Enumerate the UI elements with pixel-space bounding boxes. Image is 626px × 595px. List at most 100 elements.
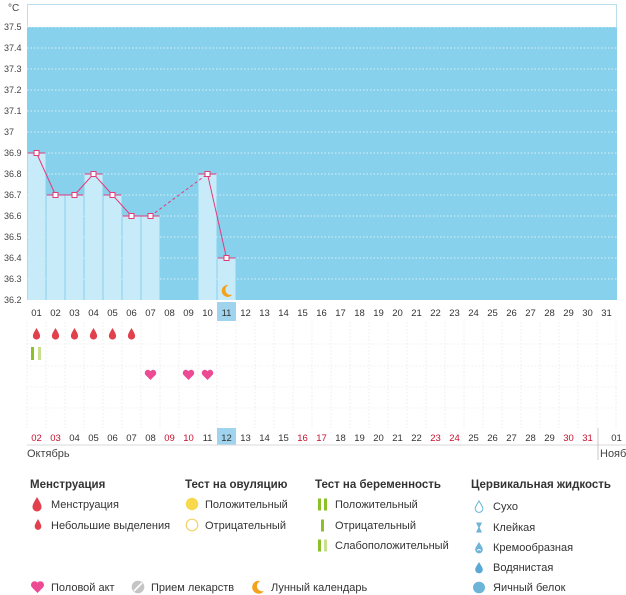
legend-pregnancy-positive-label: Положительный <box>335 499 418 511</box>
month-label: Октябрь <box>27 448 70 460</box>
y-tick-label: 36.7 <box>4 190 22 200</box>
pill-icon <box>131 580 145 594</box>
temperature-bar <box>84 174 103 300</box>
x-tick-label: 27 <box>525 308 536 319</box>
bottom-day-label: 15 <box>278 433 289 444</box>
temperature-bar <box>122 216 141 300</box>
spotting-drop-icon <box>34 519 42 530</box>
temperature-line-dashed <box>150 173 208 217</box>
cervical-dry-icon <box>474 500 484 513</box>
y-tick-label: 37.5 <box>4 22 22 32</box>
bottom-day-label: 16 <box>297 433 308 444</box>
y-tick-label: 36.4 <box>4 253 22 263</box>
temperature-bar <box>27 153 46 300</box>
x-tick-label: 29 <box>563 308 574 319</box>
y-tick-label: 37.2 <box>4 85 22 95</box>
x-tick-label: 11 <box>222 308 232 319</box>
legend-cervical-creamy-label: Кремообразная <box>493 542 574 554</box>
pregnancy-test-bar <box>38 347 41 360</box>
temperature-point <box>52 192 59 198</box>
pregnancy-positive-icon <box>318 498 327 511</box>
bottom-day-label: 11 <box>203 433 213 444</box>
bottom-day-label: 22 <box>411 433 422 444</box>
y-tick-label: 36.9 <box>4 148 22 158</box>
y-tick-label: 37.4 <box>4 43 22 53</box>
cervical-egg-white-icon <box>473 581 485 594</box>
y-tick-label: 36.8 <box>4 169 22 179</box>
bottom-day-label: 24 <box>449 433 460 444</box>
highlight-day-cell <box>217 302 236 321</box>
x-tick-label: 08 <box>164 308 175 319</box>
bottom-day-label: 29 <box>544 433 555 444</box>
heart-icon <box>30 581 45 593</box>
legend-ovulation-positive-label: Положительный <box>205 499 288 511</box>
bottom-day-label: 08 <box>145 433 156 444</box>
heart-icon <box>144 369 157 380</box>
x-tick-label: 15 <box>297 308 308 319</box>
y-tick-label: 36.5 <box>4 232 22 242</box>
cervical-creamy-icon <box>475 542 483 554</box>
x-tick-label: 05 <box>107 308 118 319</box>
legend-lunar-label: Лунный календарь <box>271 582 368 594</box>
pregnancy-test-bar <box>31 347 34 360</box>
temperature-chart: °C 36.2 36.3 36.4 36.5 36.6 36.7 36.8 36.9 37 37.… <box>4 3 626 460</box>
legend-cervical-egg-white-label: Яичный белок <box>493 582 566 594</box>
menstruation-drop-icon <box>32 497 42 512</box>
x-tick-label: 20 <box>392 308 403 319</box>
temperature-point <box>204 171 211 177</box>
temperature-point <box>147 213 154 219</box>
temperature-point <box>223 255 230 261</box>
x-tick-label: 12 <box>240 308 251 319</box>
bottom-day-label: 23 <box>430 433 441 444</box>
bottom-day-label: 10 <box>183 433 194 444</box>
bottom-day-label: 30 <box>563 433 574 444</box>
bottom-day-label: 20 <box>373 433 384 444</box>
temperature-bar <box>103 195 122 300</box>
bottom-day-label: 03 <box>50 433 61 444</box>
x-tick-label: 17 <box>335 308 346 319</box>
temperature-line <box>74 173 94 196</box>
legend-cervical-watery-label: Водянистая <box>493 562 554 574</box>
bottom-day-label: 27 <box>506 433 517 444</box>
x-tick-label: 03 <box>69 308 80 319</box>
temperature-point <box>90 171 97 177</box>
legend-menstruation-label: Менструация <box>51 499 119 511</box>
temperature-bar <box>141 216 160 300</box>
month-label-next: Ноябрь <box>600 448 626 460</box>
bottom-day-label: 01 <box>611 433 622 444</box>
bottom-day-label: 31 <box>582 433 593 444</box>
x-tick-label: 26 <box>506 308 517 319</box>
x-tick-label: 13 <box>259 308 270 319</box>
y-tick-label: 36.2 <box>4 295 22 305</box>
ovulation-positive-icon <box>185 497 199 511</box>
x-tick-label: 14 <box>278 308 289 319</box>
legend-ovulation-title: Тест на овуляцию <box>185 479 288 491</box>
temperature-line <box>207 173 227 259</box>
legend-intercourse-label: Половой акт <box>51 582 115 594</box>
x-tick-label: 16 <box>316 308 327 319</box>
x-tick-label: 10 <box>202 308 213 319</box>
legend-pregnancy-title: Тест на беременность <box>315 479 441 491</box>
bottom-day-label: 13 <box>240 433 251 444</box>
x-tick-label: 23 <box>449 308 460 319</box>
x-tick-label: 19 <box>373 308 384 319</box>
x-tick-label: 07 <box>145 308 156 319</box>
moon-icon <box>252 580 264 594</box>
bottom-day-label: 02 <box>31 433 42 444</box>
x-tick-label: 18 <box>354 308 365 319</box>
temperature-bar <box>46 195 65 300</box>
ovulation-negative-icon <box>185 518 199 532</box>
legend-pregnancy-negative-label: Отрицательный <box>335 520 416 532</box>
cervical-sticky-icon <box>476 522 482 533</box>
bottom-day-label: 04 <box>69 433 80 444</box>
bottom-day-label: 06 <box>107 433 118 444</box>
y-tick-label: 36.3 <box>4 274 22 284</box>
menstruation-drop-icon <box>108 328 117 340</box>
x-tick-label: 30 <box>582 308 593 319</box>
x-tick-label: 24 <box>468 308 479 319</box>
cervical-watery-icon <box>475 562 483 574</box>
x-tick-label: 04 <box>88 308 99 319</box>
bottom-day-label: 14 <box>259 433 270 444</box>
x-tick-label: 09 <box>183 308 194 319</box>
bottom-day-label: 21 <box>392 433 403 444</box>
